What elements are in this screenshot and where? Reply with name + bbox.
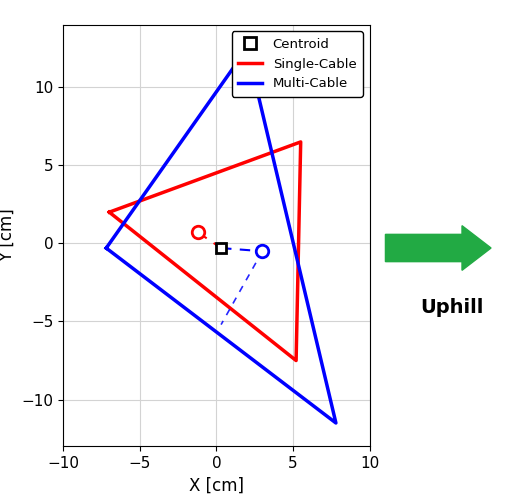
- FancyArrow shape: [385, 226, 491, 270]
- Y-axis label: Y [cm]: Y [cm]: [0, 209, 16, 262]
- X-axis label: X [cm]: X [cm]: [189, 477, 244, 495]
- Legend: Centroid, Single-Cable, Multi-Cable: Centroid, Single-Cable, Multi-Cable: [232, 31, 363, 97]
- Text: Uphill: Uphill: [420, 298, 483, 316]
